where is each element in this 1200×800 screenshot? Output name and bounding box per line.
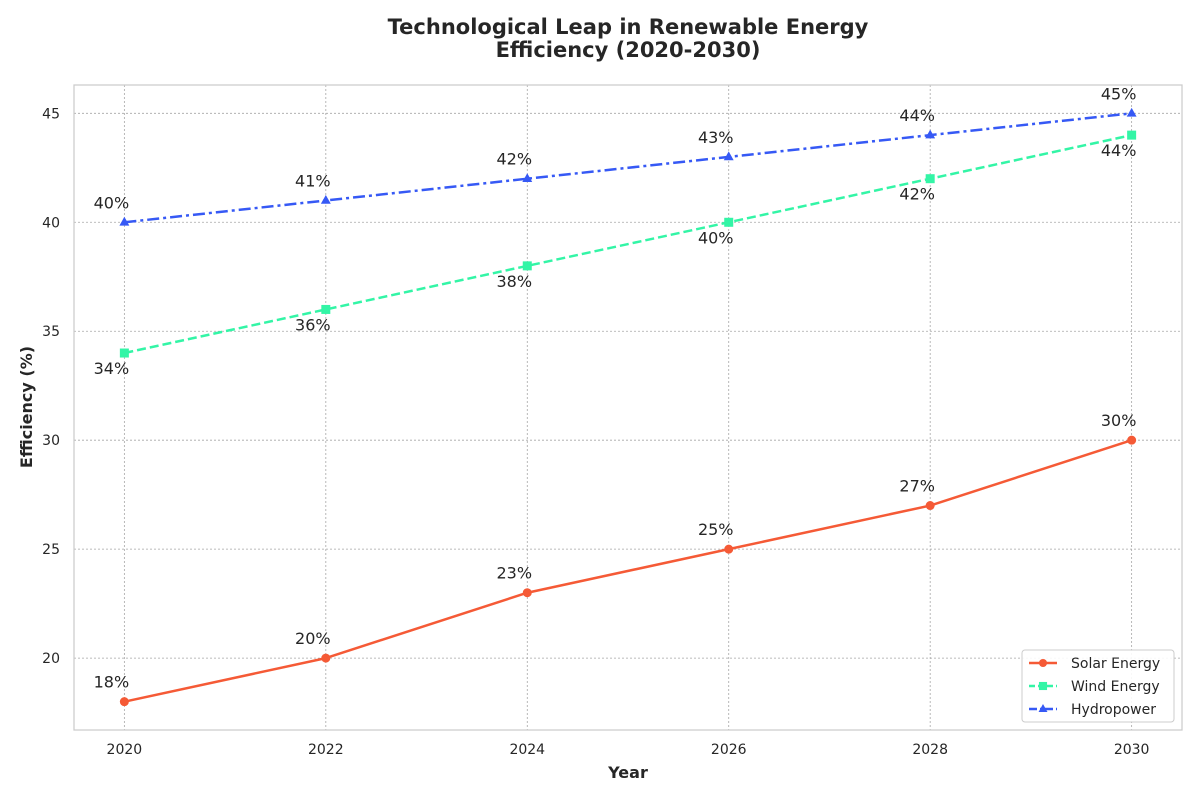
y-tick-label: 45 bbox=[42, 106, 60, 122]
x-tick-label: 2026 bbox=[711, 742, 747, 758]
data-label: 20% bbox=[295, 629, 331, 648]
data-label: 42% bbox=[496, 150, 532, 169]
y-tick-label: 25 bbox=[42, 542, 60, 558]
data-point-marker bbox=[321, 654, 330, 663]
legend: Solar Energy Wind Energy Hydropower bbox=[1022, 650, 1174, 722]
data-point-marker bbox=[321, 305, 330, 314]
data-point-marker bbox=[724, 545, 733, 554]
data-point-marker bbox=[120, 349, 129, 358]
data-label: 25% bbox=[698, 520, 734, 539]
data-label: 43% bbox=[698, 128, 734, 147]
x-tick-label: 2024 bbox=[509, 742, 545, 758]
x-tick-label: 2030 bbox=[1114, 742, 1150, 758]
data-point-marker bbox=[1127, 131, 1136, 140]
data-point-marker bbox=[523, 261, 532, 270]
legend-label: Hydropower bbox=[1071, 702, 1156, 718]
y-tick-label: 35 bbox=[42, 324, 60, 340]
data-label: 27% bbox=[899, 477, 935, 496]
data-point-marker bbox=[926, 174, 935, 183]
data-label: 42% bbox=[899, 185, 935, 204]
y-axis-label: Efficiency (%) bbox=[17, 346, 36, 468]
data-label: 34% bbox=[94, 359, 130, 378]
x-tick-label: 2028 bbox=[912, 742, 948, 758]
legend-label: Wind Energy bbox=[1071, 679, 1160, 695]
data-point-marker bbox=[926, 501, 935, 510]
data-label: 40% bbox=[698, 228, 734, 247]
legend-marker-swatch bbox=[1039, 682, 1047, 690]
legend-marker-swatch bbox=[1039, 659, 1047, 667]
data-label: 36% bbox=[295, 315, 331, 334]
chart-title-line-2: Efficiency (2020-2030) bbox=[496, 38, 761, 62]
plot-area bbox=[74, 85, 1182, 730]
data-label: 45% bbox=[1101, 84, 1137, 103]
legend-label: Solar Energy bbox=[1071, 656, 1160, 672]
x-tick-label: 2022 bbox=[308, 742, 344, 758]
data-label: 38% bbox=[496, 272, 532, 291]
data-point-marker bbox=[724, 218, 733, 227]
data-point-marker bbox=[1127, 436, 1136, 445]
y-tick-label: 30 bbox=[42, 433, 60, 449]
data-point-marker bbox=[120, 697, 129, 706]
data-label: 30% bbox=[1101, 411, 1137, 430]
data-label: 44% bbox=[1101, 141, 1137, 160]
data-label: 41% bbox=[295, 171, 331, 190]
y-tick-label: 40 bbox=[42, 215, 60, 231]
x-tick-label: 2020 bbox=[107, 742, 143, 758]
data-point-marker bbox=[523, 588, 532, 597]
data-label: 23% bbox=[496, 564, 532, 583]
chart-title-line-1: Technological Leap in Renewable Energy bbox=[388, 15, 869, 39]
y-tick-label: 20 bbox=[42, 651, 60, 667]
data-label: 18% bbox=[94, 673, 130, 692]
x-axis-label: Year bbox=[607, 763, 648, 782]
data-label: 44% bbox=[899, 106, 935, 125]
data-label: 40% bbox=[94, 193, 130, 212]
